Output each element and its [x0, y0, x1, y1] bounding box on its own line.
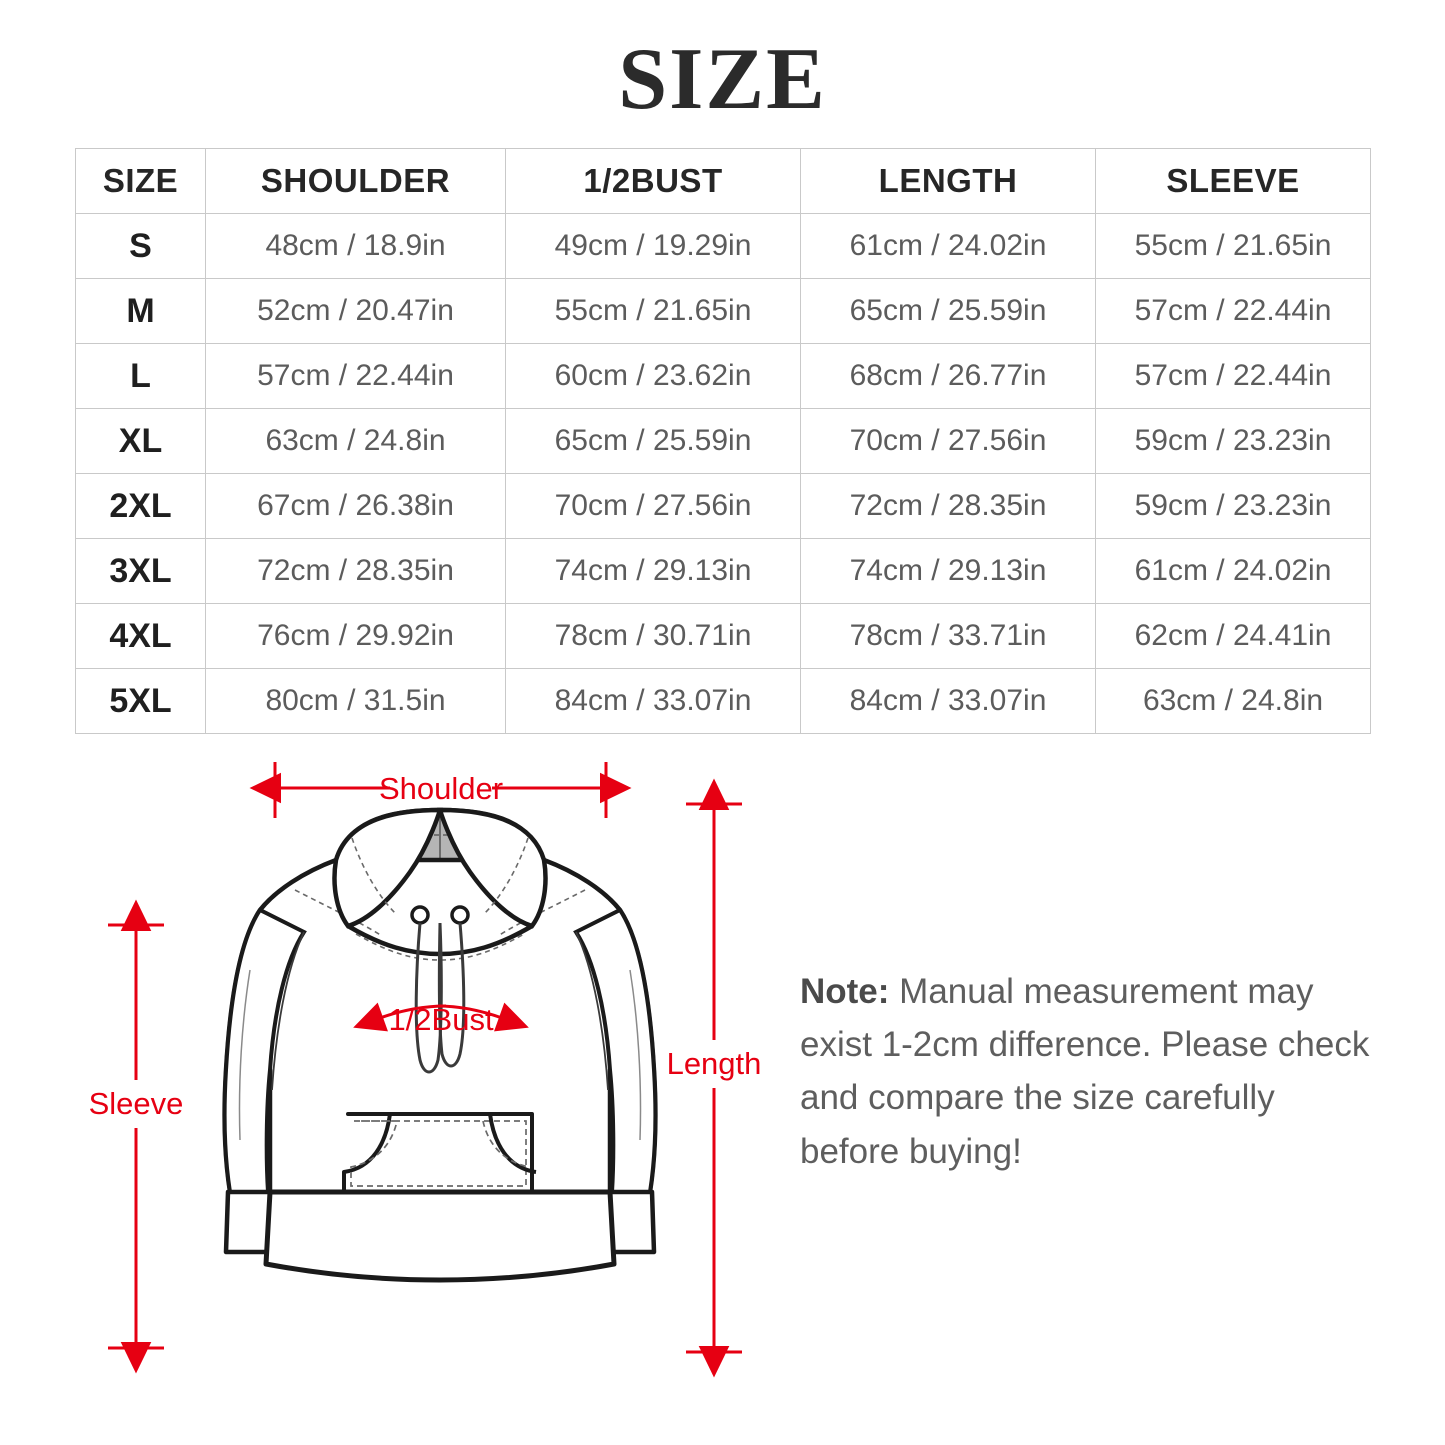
cell-size: 3XL — [75, 538, 206, 604]
shoulder-label: Shoulder — [379, 771, 503, 806]
cell-bust: 60cm / 23.62in — [505, 343, 801, 409]
cell-bust: 74cm / 29.13in — [505, 538, 801, 604]
cell-length: 78cm / 33.71in — [800, 603, 1096, 669]
cell-shoulder: 48cm / 18.9in — [205, 213, 506, 279]
length-measurement-arrow: Length — [667, 778, 762, 1378]
cell-shoulder: 67cm / 26.38in — [205, 473, 506, 539]
cell-length: 84cm / 33.07in — [800, 668, 1096, 734]
cell-size: 2XL — [75, 473, 206, 539]
cell-length: 61cm / 24.02in — [800, 213, 1096, 279]
table-row: L 57cm / 22.44in 60cm / 23.62in 68cm / 2… — [75, 343, 1371, 409]
cell-bust: 84cm / 33.07in — [505, 668, 801, 734]
hoodie-measurement-diagram: Shoulder 1/2Bust Sleeve Length — [90, 740, 790, 1390]
cell-shoulder: 72cm / 28.35in — [205, 538, 506, 604]
cell-sleeve: 61cm / 24.02in — [1095, 538, 1371, 604]
sleeve-measurement-arrow: Sleeve — [90, 899, 183, 1374]
page-title: SIZE — [618, 31, 827, 128]
column-header-size: SIZE — [75, 148, 206, 214]
cell-sleeve: 59cm / 23.23in — [1095, 408, 1371, 474]
cell-length: 72cm / 28.35in — [800, 473, 1096, 539]
table-row: S 48cm / 18.9in 49cm / 19.29in 61cm / 24… — [75, 213, 1371, 279]
cell-sleeve: 57cm / 22.44in — [1095, 343, 1371, 409]
cell-shoulder: 63cm / 24.8in — [205, 408, 506, 474]
column-header-shoulder: SHOULDER — [205, 148, 506, 214]
cell-sleeve: 55cm / 21.65in — [1095, 213, 1371, 279]
cell-size: L — [75, 343, 206, 409]
cell-size: M — [75, 278, 206, 344]
table-row: 3XL 72cm / 28.35in 74cm / 29.13in 74cm /… — [75, 538, 1371, 604]
table-row: 5XL 80cm / 31.5in 84cm / 33.07in 84cm / … — [75, 668, 1371, 734]
cell-sleeve: 63cm / 24.8in — [1095, 668, 1371, 734]
column-header-bust: 1/2BUST — [505, 148, 801, 214]
column-header-length: LENGTH — [800, 148, 1096, 214]
cell-size: S — [75, 213, 206, 279]
cell-bust: 70cm / 27.56in — [505, 473, 801, 539]
cell-sleeve: 62cm / 24.41in — [1095, 603, 1371, 669]
cell-bust: 65cm / 25.59in — [505, 408, 801, 474]
sleeve-label: Sleeve — [90, 1086, 183, 1121]
bust-measurement-arrow: 1/2Bust — [353, 1002, 529, 1037]
cell-shoulder: 52cm / 20.47in — [205, 278, 506, 344]
length-label: Length — [667, 1046, 762, 1081]
cell-size: 5XL — [75, 668, 206, 734]
table-row: M 52cm / 20.47in 55cm / 21.65in 65cm / 2… — [75, 278, 1371, 344]
table-header-row: SIZE SHOULDER 1/2BUST LENGTH SLEEVE — [75, 148, 1371, 214]
cell-size: 4XL — [75, 603, 206, 669]
note-text: Manual measurement may exist 1-2cm diffe… — [800, 972, 1370, 1171]
cell-length: 65cm / 25.59in — [800, 278, 1096, 344]
column-header-sleeve: SLEEVE — [1095, 148, 1371, 214]
cell-length: 74cm / 29.13in — [800, 538, 1096, 604]
measurement-note: Note: Manual measurement may exist 1-2cm… — [800, 965, 1370, 1178]
bust-label: 1/2Bust — [388, 1002, 494, 1037]
size-chart-table: SIZE SHOULDER 1/2BUST LENGTH SLEEVE S 48… — [75, 148, 1371, 734]
cell-shoulder: 76cm / 29.92in — [205, 603, 506, 669]
cell-size: XL — [75, 408, 206, 474]
cell-length: 70cm / 27.56in — [800, 408, 1096, 474]
cell-bust: 49cm / 19.29in — [505, 213, 801, 279]
table-row: 4XL 76cm / 29.92in 78cm / 30.71in 78cm /… — [75, 603, 1371, 669]
cell-shoulder: 80cm / 31.5in — [205, 668, 506, 734]
cell-bust: 55cm / 21.65in — [505, 278, 801, 344]
cell-length: 68cm / 26.77in — [800, 343, 1096, 409]
note-label: Note: — [800, 972, 890, 1011]
cell-bust: 78cm / 30.71in — [505, 603, 801, 669]
table-row: XL 63cm / 24.8in 65cm / 25.59in 70cm / 2… — [75, 408, 1371, 474]
cell-sleeve: 57cm / 22.44in — [1095, 278, 1371, 344]
cell-shoulder: 57cm / 22.44in — [205, 343, 506, 409]
cell-sleeve: 59cm / 23.23in — [1095, 473, 1371, 539]
table-row: 2XL 67cm / 26.38in 70cm / 27.56in 72cm /… — [75, 473, 1371, 539]
shoulder-measurement-arrow: Shoulder — [249, 762, 632, 818]
hoodie-illustration — [222, 807, 658, 1283]
